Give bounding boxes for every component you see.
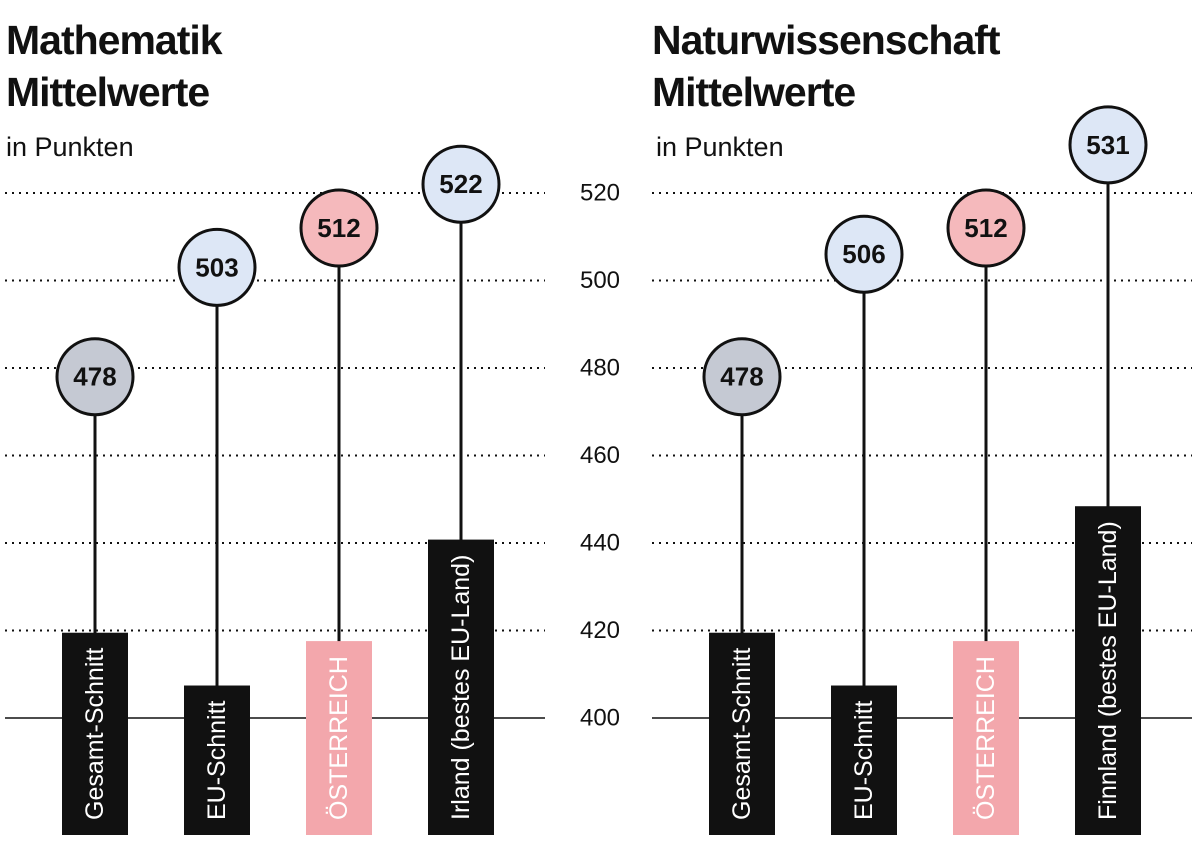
- label-box: [1075, 506, 1141, 835]
- label-box: [953, 641, 1019, 835]
- category-label: EU-Schnitt: [203, 700, 231, 820]
- chart-title: Mathematik Mittelwerte: [6, 17, 223, 115]
- chart-subtitle: in Punkten: [6, 132, 134, 162]
- category-label: Finnland (bestes EU-Land): [1094, 521, 1122, 820]
- category: ÖSTERREICH 512: [299, 188, 379, 835]
- category-label: Gesamt-Schnitt: [81, 648, 109, 820]
- chart-subtitle: in Punkten: [656, 132, 784, 162]
- y-tick-label: 500: [580, 267, 620, 294]
- label-box: [62, 632, 128, 835]
- category-label: ÖSTERREICH: [325, 656, 353, 820]
- value-circle: [55, 337, 135, 417]
- category: Gesamt-Schnitt 478: [702, 337, 782, 835]
- lollipops: Gesamt-Schnitt 478 EU-Schnitt 506 ÖSTERREICH…: [702, 105, 1148, 835]
- label-box: [306, 641, 372, 835]
- y-tick-label: 480: [580, 354, 620, 381]
- category: Irland (bestes EU-Land) 522: [421, 144, 501, 835]
- label-box: [709, 632, 775, 835]
- category-label: Irland (bestes EU-Land): [447, 555, 475, 820]
- category: ÖSTERREICH 512: [946, 188, 1026, 835]
- y-tick-label: 420: [580, 617, 620, 644]
- category-label: Gesamt-Schnitt: [728, 648, 756, 820]
- category: EU-Schnitt 503: [177, 227, 257, 835]
- value-label: 478: [720, 362, 763, 392]
- value-circle: [946, 188, 1026, 268]
- value-circle: [824, 214, 904, 294]
- category: EU-Schnitt 506: [824, 214, 904, 835]
- value-label: 531: [1086, 130, 1129, 160]
- value-label: 522: [439, 169, 482, 199]
- value-circle: [177, 227, 257, 307]
- value-label: 503: [195, 252, 238, 282]
- value-circle: [702, 337, 782, 417]
- category-label: ÖSTERREICH: [972, 656, 1000, 820]
- y-tick-label: 440: [580, 529, 620, 556]
- chart-title: Naturwissenschaft Mittelwerte: [652, 17, 1001, 115]
- value-label: 512: [317, 213, 360, 243]
- y-tick-label: 400: [580, 705, 620, 732]
- category: Finnland (bestes EU-Land) 531: [1068, 105, 1148, 835]
- label-box: [428, 539, 494, 835]
- value-label: 478: [73, 362, 116, 392]
- y-tick-label: 520: [580, 179, 620, 206]
- y-tick-label: 460: [580, 442, 620, 469]
- lollipops: Gesamt-Schnitt 478 EU-Schnitt 503 ÖSTERREICH…: [55, 144, 501, 835]
- value-circle: [299, 188, 379, 268]
- label-box: [184, 685, 250, 835]
- value-label: 506: [842, 239, 885, 269]
- value-circle: [1068, 105, 1148, 185]
- value-label: 512: [964, 213, 1007, 243]
- label-box: [831, 685, 897, 835]
- value-circle: [421, 144, 501, 224]
- category-label: EU-Schnitt: [850, 700, 878, 820]
- category: Gesamt-Schnitt 478: [55, 337, 135, 835]
